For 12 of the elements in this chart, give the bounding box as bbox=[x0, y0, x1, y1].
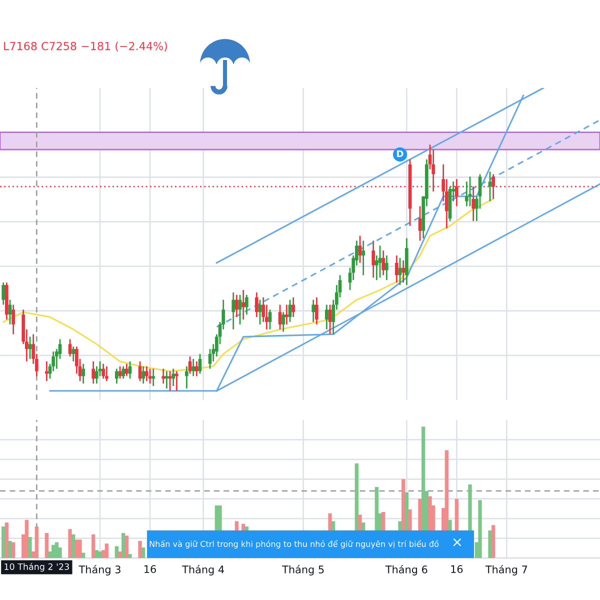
x-tick-label: 16 bbox=[451, 565, 463, 574]
x-tick-label: Tháng 4 bbox=[182, 564, 224, 576]
chart-subtitle: L7168 C7258 −181 (−2.44%) bbox=[4, 42, 167, 52]
x-tick-label: Tháng 3 bbox=[78, 564, 120, 576]
annotation: × bbox=[453, 538, 462, 546]
annotation: D bbox=[397, 150, 404, 157]
x-tick-label: 16 bbox=[144, 565, 156, 574]
x-tick-label: Tháng 6 bbox=[385, 564, 428, 576]
x-tick-label: Tháng 5 bbox=[282, 564, 324, 576]
ref-line-label: 10 Tháng 2 '23 bbox=[4, 562, 69, 572]
x-tick-label: Tháng 7 bbox=[485, 564, 528, 576]
annotation: Nhấn và giữ Ctrl trong khi phóng to thu nhỏ để giữ nguyên vị trí biểu đồ bbox=[150, 540, 439, 548]
